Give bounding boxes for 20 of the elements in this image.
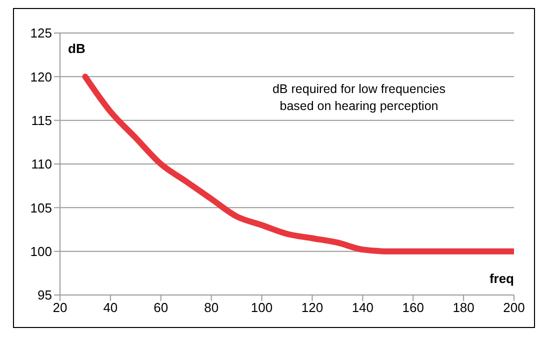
y-tick-label: 120 bbox=[30, 69, 52, 84]
x-tick-label: 180 bbox=[452, 300, 474, 316]
x-tick-label: 140 bbox=[352, 300, 374, 316]
y-tick-label: 100 bbox=[30, 244, 52, 259]
x-tick-label: 80 bbox=[204, 300, 219, 316]
x-tick-label: 60 bbox=[154, 300, 168, 316]
x-tick-label: 100 bbox=[250, 300, 273, 316]
x-tick-label: 20 bbox=[52, 300, 68, 316]
x-tick-label: 40 bbox=[103, 300, 118, 316]
x-tick-label: 200 bbox=[503, 300, 525, 316]
annotation: dB required for low frequencies based on hearing perception bbox=[271, 81, 446, 115]
x-tick-label: 160 bbox=[402, 300, 424, 316]
y-axis-title: dB bbox=[68, 41, 86, 56]
y-tick-label: 95 bbox=[38, 288, 52, 303]
y-tick-label: 105 bbox=[30, 200, 52, 216]
y-tick-label: 115 bbox=[31, 112, 52, 128]
x-tick-label: 120 bbox=[301, 300, 324, 316]
y-tick-label: 125 bbox=[30, 26, 52, 41]
y-tick-label: 110 bbox=[31, 156, 52, 172]
x-axis-title: freq bbox=[489, 271, 514, 286]
